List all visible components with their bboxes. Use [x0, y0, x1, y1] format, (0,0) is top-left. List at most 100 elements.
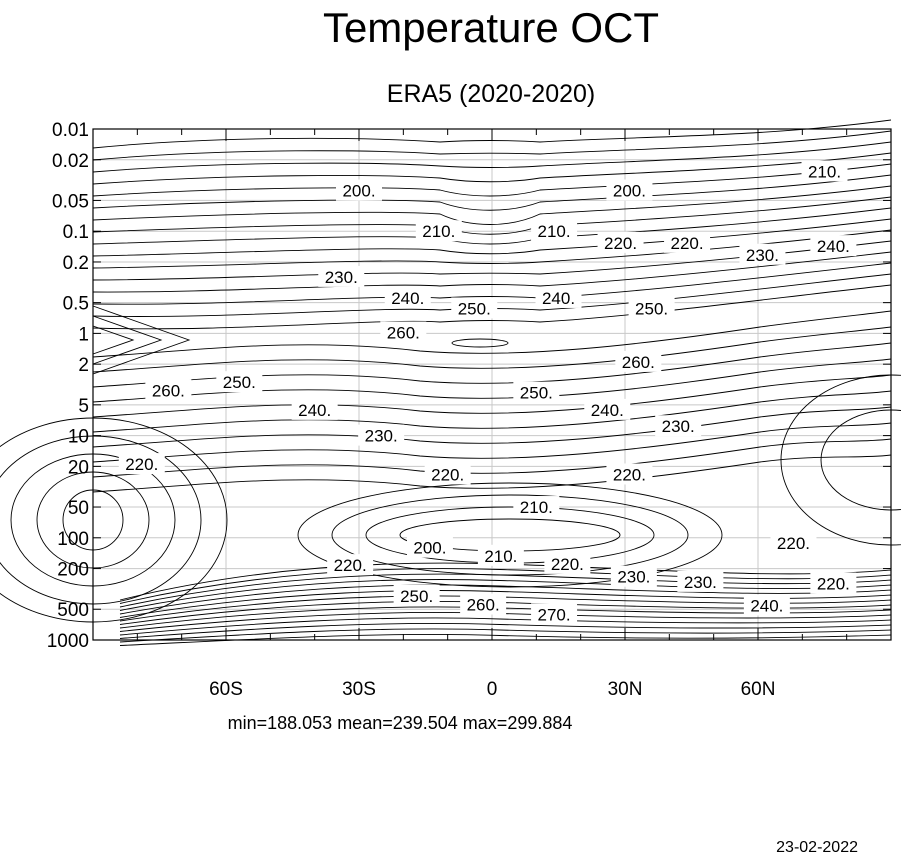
contour-label-bg [597, 231, 644, 253]
contour-label-text: 230. [662, 417, 695, 436]
contour-label: 230. [739, 243, 786, 265]
contour-line [92, 185, 892, 225]
contour-label: 200. [336, 179, 382, 201]
contour-label-bg [770, 531, 817, 553]
chart-title: Temperature OCT [323, 4, 659, 51]
contour-label: 240. [584, 398, 631, 420]
contour-line [92, 196, 892, 235]
contour-label: 220. [118, 453, 165, 475]
contour-label: 260. [380, 321, 427, 343]
contour-line [119, 628, 892, 643]
date-stamp: 23-02-2022 [776, 839, 858, 856]
contour-label-bg [743, 594, 790, 616]
contour-label-text: 240. [750, 597, 783, 616]
x-tick-label: 60N [741, 679, 776, 700]
contour-label: 210. [801, 160, 848, 182]
contour-label-bg [424, 463, 471, 485]
contour-line [92, 374, 892, 418]
contour-line [119, 584, 892, 615]
y-tick-label: 500 [57, 600, 89, 621]
contour-label-text: 230. [684, 573, 717, 592]
y-tick-label: 0.01 [52, 120, 89, 141]
contour-line [0, 417, 228, 623]
contour-label-text: 220. [817, 574, 850, 593]
contour-label-bg [384, 286, 431, 308]
y-tick-label: 5 [78, 396, 89, 417]
contour-label: 200. [406, 536, 453, 558]
contour-label-text: 220. [125, 455, 158, 474]
contour-label-bg [318, 265, 365, 287]
y-tick-label: 0.1 [63, 222, 89, 243]
contour-line [92, 207, 892, 245]
contour-label-text: 250. [400, 587, 433, 606]
contour-label-text: 240. [391, 289, 424, 308]
contour-label: 240. [291, 398, 338, 420]
contour-label-text: 200. [613, 182, 646, 201]
contour-label-bg [118, 453, 165, 475]
contour-label-text: 260. [152, 381, 185, 400]
contour-label-text: 220. [777, 534, 810, 553]
contour-label-text: 240. [542, 289, 575, 308]
contour-label: 240. [535, 286, 582, 308]
contour-line [92, 438, 892, 478]
y-tick-label: 0.02 [52, 151, 89, 172]
contour-label: 210. [531, 220, 578, 242]
y-axis: 0.01 0.02 0.05 0.1 0.2 0.5 1 2 5 10 20 50 100 200 500 1… [47, 120, 891, 652]
contour-label-text: 250. [223, 373, 256, 392]
contour-line [92, 141, 892, 173]
contour-line [297, 482, 723, 588]
contour-label-bg [477, 544, 524, 566]
contour-line [92, 218, 892, 257]
contour-label-bg [513, 381, 560, 403]
contour-line [92, 130, 892, 161]
y-tick-label: 0.05 [52, 191, 89, 212]
contour-label-bg [393, 584, 440, 606]
contour-label-bg [327, 554, 374, 576]
contour-label: 260. [460, 593, 507, 615]
contour-label: 220. [544, 552, 591, 574]
contour-label: 230. [358, 424, 405, 446]
contour-label-text: 220. [671, 234, 704, 253]
contour-label-bg [544, 552, 591, 574]
contour-label-text: 240. [817, 237, 850, 256]
contour-line [92, 251, 892, 293]
y-tick-label: 100 [57, 529, 89, 550]
contour-label-text: 210. [484, 547, 517, 566]
contour-label: 210. [415, 220, 462, 242]
contour-label-bg [606, 463, 653, 485]
contour-label: 250. [513, 381, 560, 403]
contour-label-text: 200. [413, 539, 446, 558]
contour-label-text: 220. [431, 465, 464, 484]
contour-label: 240. [810, 235, 857, 257]
contour-label-text: 220. [604, 234, 637, 253]
contour-label-text: 220. [334, 556, 367, 575]
contour-label-text: 240. [591, 401, 624, 420]
contour-line [119, 573, 892, 608]
y-tick-label: 50 [68, 498, 89, 519]
contour-label-bg [535, 286, 582, 308]
contour-label-bg [406, 536, 453, 558]
contour-label-bg [801, 160, 848, 182]
contour-label-bg [460, 593, 507, 615]
contour-label-bg [606, 179, 653, 201]
y-tick-label: 200 [57, 560, 89, 581]
contour-label-bg [380, 321, 427, 343]
contour-label-text: 220. [551, 555, 584, 574]
contour-line [92, 406, 892, 448]
contour-label: 220. [770, 531, 817, 553]
contour-label-text: 260. [387, 324, 420, 343]
contour-label-text: 210. [422, 222, 455, 241]
contour-line [119, 617, 892, 636]
contour-label-bg [584, 398, 631, 420]
contour-label-bg [216, 371, 263, 393]
contour-line [92, 262, 892, 305]
contour-lines [0, 119, 901, 646]
contour-label-bg [628, 297, 675, 319]
contour-label-text: 230. [325, 268, 358, 287]
contour-label-text: 210. [808, 162, 841, 181]
contour-line [92, 174, 892, 211]
contour-label-bg [655, 415, 702, 437]
contour-label-bg [451, 297, 498, 319]
x-tick-label: 60S [209, 679, 243, 700]
